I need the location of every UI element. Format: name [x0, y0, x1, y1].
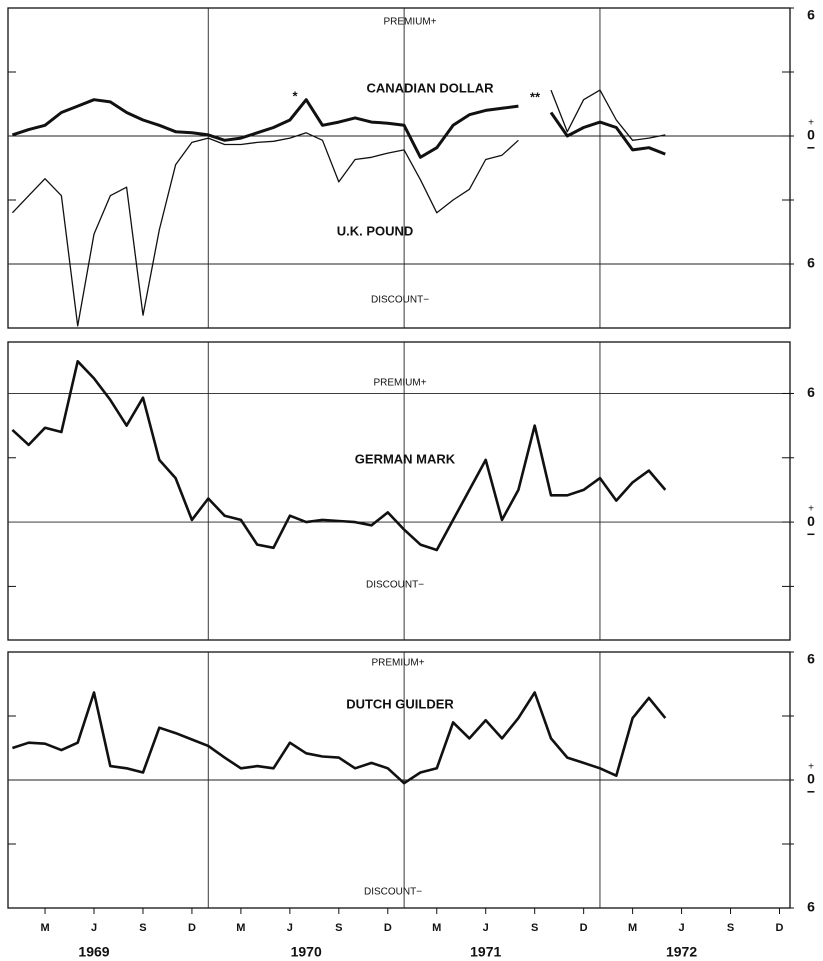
premium-label: PREMIUM+ [371, 658, 424, 669]
y-tick-label: 0 [807, 127, 815, 143]
line-series [11, 98, 666, 159]
premium-label: PREMIUM+ [383, 17, 436, 28]
x-tick-label: J [679, 922, 685, 934]
line-series [11, 89, 666, 327]
annotation: ** [530, 89, 541, 104]
premium-label: PREMIUM+ [373, 378, 426, 389]
x-tick-label: J [483, 922, 489, 934]
year-label: 1970 [291, 944, 322, 960]
zero-sign: − [807, 526, 815, 542]
x-tick-label: D [776, 922, 784, 934]
x-tick-label: S [531, 922, 538, 934]
discount-label: DISCOUNT− [366, 580, 424, 591]
annotation: * [292, 88, 298, 103]
year-label: 1972 [666, 944, 697, 960]
x-tick-label: M [628, 922, 637, 934]
x-tick-label: M [432, 922, 441, 934]
y-tick-label: 6 [807, 255, 815, 271]
y-tick-label: 0 [807, 513, 815, 529]
zero-sign: + [808, 118, 814, 129]
discount-label: DISCOUNT− [364, 887, 422, 898]
discount-label: DISCOUNT− [371, 295, 429, 306]
x-tick-label: J [91, 922, 97, 934]
x-tick-label: D [580, 922, 588, 934]
x-tick-label: M [236, 922, 245, 934]
series-label: U.K. POUND [337, 223, 414, 238]
panel-frame [7, 7, 791, 329]
zero-sign: − [807, 784, 815, 800]
y-tick-label: 6 [807, 7, 815, 23]
series-label: DUTCH GUILDER [346, 696, 454, 711]
x-tick-label: S [139, 922, 146, 934]
y-tick-label: 6 [807, 384, 815, 400]
zero-sign: + [808, 504, 814, 515]
y-tick-label: 6 [807, 651, 815, 667]
line-series [11, 691, 667, 785]
y-tick-label: 6 [807, 899, 815, 915]
x-tick-label: D [384, 922, 392, 934]
series-label: GERMAN MARK [355, 451, 456, 466]
x-tick-label: S [335, 922, 342, 934]
year-label: 1969 [78, 944, 109, 960]
zero-sign: + [808, 762, 814, 773]
year-label: 1971 [470, 944, 501, 960]
x-tick-label: D [188, 922, 196, 934]
line-series [11, 360, 667, 552]
x-tick-label: S [727, 922, 734, 934]
x-tick-label: M [40, 922, 49, 934]
series-label: CANADIAN DOLLAR [366, 80, 494, 95]
zero-sign: − [807, 140, 815, 156]
y-tick-label: 0 [807, 771, 815, 787]
panel-frame [7, 341, 791, 641]
x-tick-label: J [287, 922, 293, 934]
